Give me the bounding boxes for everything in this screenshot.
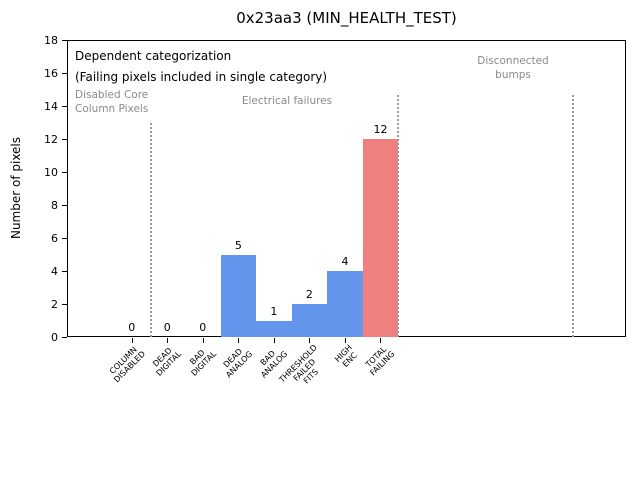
y-tick-mark	[62, 139, 67, 140]
separator-line	[150, 123, 152, 337]
x-tick-label-text: DEAD ANALOG	[221, 346, 255, 380]
y-tick-mark	[62, 172, 67, 173]
x-tick-mark	[238, 338, 240, 343]
y-tick-mark	[62, 304, 67, 305]
y-tick-label: 4	[51, 264, 58, 278]
annotation-electrical-failures: Electrical failures	[241, 95, 333, 107]
separator-line	[397, 95, 399, 337]
y-tick-mark	[62, 205, 67, 206]
y-tick-label: 2	[51, 297, 58, 311]
separator-line	[572, 95, 574, 337]
x-tick-mark	[380, 338, 382, 343]
chart-title: 0x23aa3 (MIN_HEALTH_TEST)	[236, 9, 457, 27]
bar-value-label: 1	[270, 304, 278, 318]
bar-value-label: 5	[234, 238, 242, 252]
bar-value-label: 0	[128, 321, 136, 334]
bar-value-label: 2	[305, 288, 313, 301]
x-tick-label-text: TOTAL FAILING	[363, 344, 397, 378]
x-tick-mark	[167, 338, 169, 343]
x-tick-label-text: HIGH ENC	[333, 343, 360, 370]
y-tick-mark	[62, 271, 67, 272]
bar	[327, 271, 363, 337]
annotation-dependent-categorization: Dependent categorization (Failing pixels…	[75, 49, 328, 85]
y-tick-label: 16	[44, 66, 58, 80]
y-tick-label: 18	[44, 33, 58, 47]
bar	[220, 254, 257, 337]
y-tick-mark	[62, 106, 67, 107]
bar-value-label: 0	[199, 321, 207, 334]
x-tick-label-text: COLUMN DISABLED	[108, 345, 148, 385]
x-tick-label-text: BAD DIGITAL	[188, 348, 219, 378]
annotation-disconnected-bumps: Disconnected bumps	[477, 55, 549, 81]
x-tick-label-text: DEAD DIGITAL	[151, 345, 184, 378]
x-tick-mark	[131, 338, 133, 343]
x-tick-mark	[202, 338, 204, 343]
y-tick-mark	[62, 40, 67, 41]
bar	[362, 139, 399, 337]
y-tick-mark	[62, 73, 67, 74]
y-tick-label: 0	[51, 330, 58, 344]
bar	[291, 304, 328, 337]
y-tick-label: 12	[44, 132, 58, 146]
x-tick-mark	[344, 338, 346, 343]
bar-value-label: 12	[373, 123, 388, 136]
y-tick-label: 8	[51, 198, 58, 212]
x-tick-mark	[273, 338, 275, 343]
y-axis-label: Number of pixels	[9, 136, 23, 240]
bar-value-label: 4	[341, 255, 349, 268]
y-tick-label: 10	[44, 165, 58, 179]
bar-value-label: 0	[163, 321, 171, 334]
y-tick-mark	[62, 238, 67, 239]
bar	[256, 320, 292, 337]
y-tick-label: 6	[51, 231, 58, 245]
y-tick-mark	[62, 337, 67, 338]
x-tick-mark	[309, 338, 311, 343]
annotation-disabled-core-column-pixels: Disabled Core Column Pixels	[75, 89, 149, 115]
y-tick-label: 14	[44, 99, 58, 113]
